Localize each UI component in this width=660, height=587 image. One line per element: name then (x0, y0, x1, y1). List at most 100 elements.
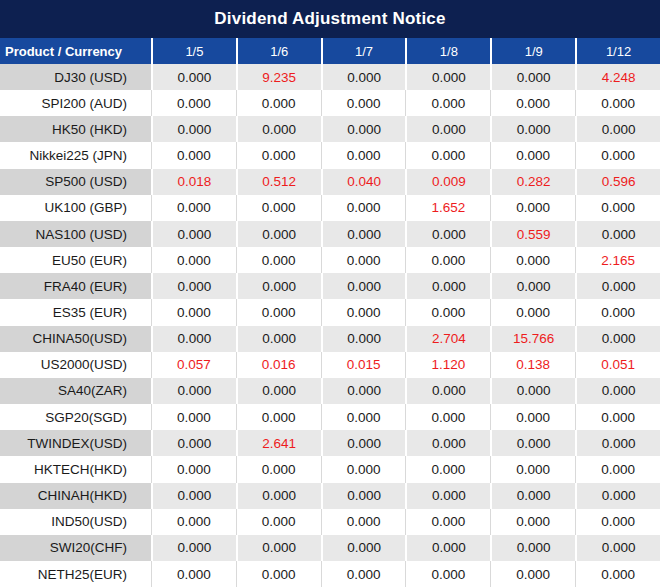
value-cell: 0.512 (236, 169, 321, 195)
value-cell: 0.000 (405, 64, 490, 90)
value-cell: 0.000 (321, 195, 406, 221)
value-cell: 0.000 (236, 535, 321, 561)
table-row: Nikkei225 (JPN) 0.000 0.000 0.000 0.000 … (0, 142, 660, 168)
value-cell: 0.000 (575, 509, 660, 535)
value-cell: 1.120 (405, 352, 490, 378)
value-cell: 0.000 (405, 247, 490, 273)
value-cell: 0.000 (151, 326, 236, 352)
column-header-date-4: 1/8 (405, 38, 490, 64)
value-cell: 0.000 (321, 247, 406, 273)
column-header-date-5: 1/9 (490, 38, 575, 64)
value-cell: 0.051 (575, 352, 660, 378)
value-cell: 0.000 (575, 273, 660, 299)
table-row: TWINDEX(USD) 0.000 2.641 0.000 0.000 0.0… (0, 430, 660, 456)
value-cell: 0.282 (490, 169, 575, 195)
product-cell: Nikkei225 (JPN) (0, 142, 151, 168)
value-cell: 4.248 (575, 64, 660, 90)
table-row: SWI20(CHF) 0.000 0.000 0.000 0.000 0.000… (0, 535, 660, 561)
product-cell: SA40(ZAR) (0, 378, 151, 404)
value-cell: 0.000 (321, 326, 406, 352)
value-cell: 0.596 (575, 169, 660, 195)
value-cell: 0.000 (490, 535, 575, 561)
value-cell: 0.000 (405, 535, 490, 561)
product-cell: HK50 (HKD) (0, 116, 151, 142)
table-row: SA40(ZAR) 0.000 0.000 0.000 0.000 0.000 … (0, 378, 660, 404)
value-cell: 0.000 (236, 195, 321, 221)
value-cell: 0.000 (575, 142, 660, 168)
value-cell: 0.057 (151, 352, 236, 378)
value-cell: 0.040 (321, 169, 406, 195)
value-cell: 1.652 (405, 195, 490, 221)
title-bar: Dividend Adjustment Notice (0, 0, 660, 38)
value-cell: 0.000 (321, 299, 406, 325)
value-cell: 0.000 (490, 299, 575, 325)
table-row: HK50 (HKD) 0.000 0.000 0.000 0.000 0.000… (0, 116, 660, 142)
value-cell: 2.704 (405, 326, 490, 352)
value-cell: 0.000 (236, 142, 321, 168)
value-cell: 0.000 (321, 90, 406, 116)
value-cell: 0.000 (151, 430, 236, 456)
product-cell: FRA40 (EUR) (0, 273, 151, 299)
value-cell: 0.000 (405, 221, 490, 247)
product-cell: HKTECH(HKD) (0, 456, 151, 482)
table-row: IND50(USD) 0.000 0.000 0.000 0.000 0.000… (0, 509, 660, 535)
value-cell: 0.000 (405, 509, 490, 535)
value-cell: 0.000 (405, 378, 490, 404)
value-cell: 0.000 (575, 456, 660, 482)
value-cell: 0.000 (236, 378, 321, 404)
value-cell: 0.000 (236, 116, 321, 142)
value-cell: 0.000 (405, 561, 490, 587)
value-cell: 0.000 (236, 90, 321, 116)
table-row: EU50 (EUR) 0.000 0.000 0.000 0.000 0.000… (0, 247, 660, 273)
value-cell: 0.000 (490, 430, 575, 456)
value-cell: 0.000 (575, 535, 660, 561)
value-cell: 0.000 (321, 404, 406, 430)
table-row: SP500 (USD) 0.018 0.512 0.040 0.009 0.28… (0, 169, 660, 195)
product-cell: TWINDEX(USD) (0, 430, 151, 456)
value-cell: 0.000 (151, 64, 236, 90)
value-cell: 0.000 (236, 273, 321, 299)
value-cell: 0.000 (405, 483, 490, 509)
product-cell: NETH25(EUR) (0, 561, 151, 587)
value-cell: 0.000 (236, 456, 321, 482)
product-cell: SGP20(SGD) (0, 404, 151, 430)
table-body: DJ30 (USD) 0.000 9.235 0.000 0.000 0.000… (0, 64, 660, 587)
value-cell: 0.000 (151, 142, 236, 168)
value-cell: 0.000 (321, 64, 406, 90)
value-cell: 0.000 (575, 561, 660, 587)
value-cell: 0.000 (236, 404, 321, 430)
value-cell: 0.000 (321, 456, 406, 482)
column-header-product: Product / Currency (0, 38, 151, 64)
value-cell: 9.235 (236, 64, 321, 90)
value-cell: 2.165 (575, 247, 660, 273)
value-cell: 15.766 (490, 326, 575, 352)
value-cell: 0.000 (575, 221, 660, 247)
value-cell: 0.000 (405, 299, 490, 325)
value-cell: 0.000 (321, 378, 406, 404)
value-cell: 0.015 (321, 352, 406, 378)
value-cell: 0.000 (575, 404, 660, 430)
value-cell: 0.000 (151, 404, 236, 430)
value-cell: 0.000 (575, 116, 660, 142)
value-cell: 0.000 (321, 561, 406, 587)
value-cell: 0.000 (236, 247, 321, 273)
column-header-date-2: 1/6 (236, 38, 321, 64)
value-cell: 0.000 (151, 378, 236, 404)
product-cell: UK100 (GBP) (0, 195, 151, 221)
column-header-date-6: 1/12 (575, 38, 660, 64)
value-cell: 0.000 (321, 221, 406, 247)
value-cell: 0.000 (490, 64, 575, 90)
value-cell: 0.000 (321, 483, 406, 509)
value-cell: 0.000 (575, 378, 660, 404)
value-cell: 0.000 (321, 142, 406, 168)
table-row: CHINAH(HKD) 0.000 0.000 0.000 0.000 0.00… (0, 483, 660, 509)
value-cell: 0.000 (490, 456, 575, 482)
value-cell: 0.000 (490, 142, 575, 168)
value-cell: 0.000 (575, 90, 660, 116)
table-row: UK100 (GBP) 0.000 0.000 0.000 1.652 0.00… (0, 195, 660, 221)
value-cell: 0.000 (151, 299, 236, 325)
table-row: DJ30 (USD) 0.000 9.235 0.000 0.000 0.000… (0, 64, 660, 90)
value-cell: 0.000 (321, 509, 406, 535)
value-cell: 0.000 (405, 90, 490, 116)
table-row: US2000(USD) 0.057 0.016 0.015 1.120 0.13… (0, 352, 660, 378)
